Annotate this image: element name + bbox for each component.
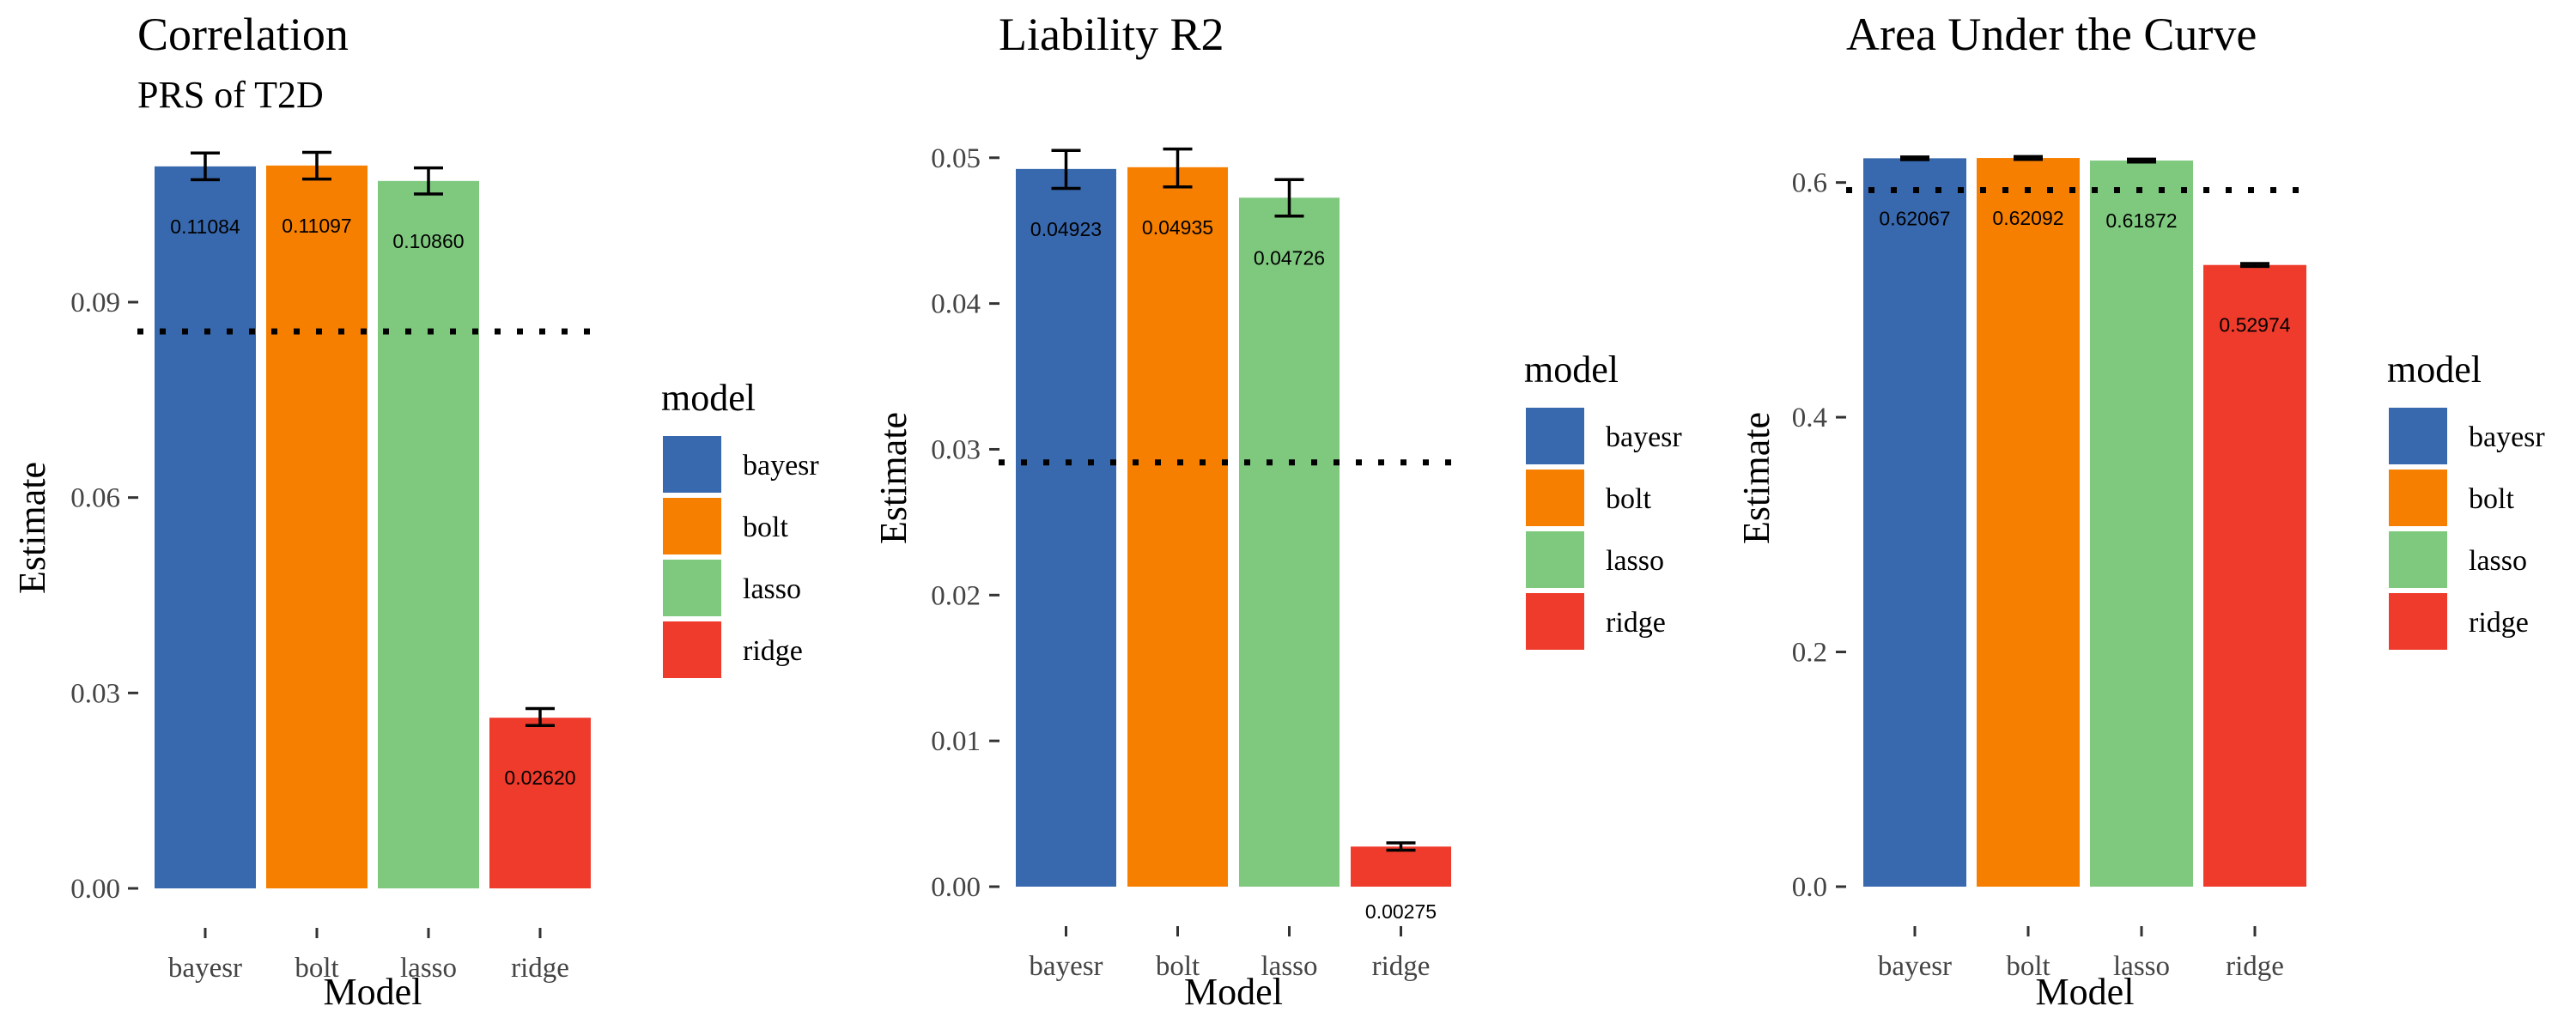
- y-axis-title: Estimate: [11, 462, 53, 594]
- x-tick-label-lasso: lasso: [1261, 951, 1318, 982]
- data-label-ridge: 0.02620: [504, 766, 575, 789]
- legend-label-ridge: ridge: [2469, 607, 2529, 639]
- legend-key-ridge: [1526, 593, 1584, 650]
- legend: model bayesr bolt lasso ridge: [661, 377, 819, 678]
- legend-label-bayesr: bayesr: [2469, 421, 2545, 453]
- legend: model bayesr bolt lasso ridge: [2387, 348, 2545, 650]
- legend-label-bolt: bolt: [2469, 483, 2514, 515]
- data-label-bayesr: 0.62067: [1879, 207, 1950, 229]
- data-label-bolt: 0.62092: [1992, 207, 2063, 229]
- data-label-bolt: 0.04935: [1142, 216, 1213, 239]
- data-label-ridge: 0.00275: [1365, 900, 1437, 923]
- x-tick-label-bayesr: bayesr: [1878, 951, 1952, 982]
- legend-key-lasso: [663, 560, 721, 616]
- data-label-bayesr: 0.11084: [170, 215, 240, 238]
- x-tick-label-bolt: bolt: [2006, 951, 2050, 982]
- y-tick-label: 0.2: [1792, 638, 1827, 669]
- x-tick-label-ridge: ridge: [2226, 951, 2284, 982]
- chart-panel-2: Liability R2 0.00 0.01 0.02 0.03 0.04 0.05 0.04…: [872, 9, 1682, 1013]
- legend-key-bayesr: [663, 436, 721, 493]
- legend-key-lasso: [1526, 531, 1584, 588]
- legend-key-lasso: [2389, 531, 2447, 588]
- y-tick-label: 0.01: [931, 726, 981, 757]
- data-label-lasso: 0.61872: [2105, 209, 2177, 232]
- data-label-bolt: 0.11097: [282, 215, 351, 237]
- chart-panel-3: Area Under the Curve 0.0 0.2 0.4 0.6 0.62067 b…: [1735, 9, 2545, 1013]
- legend-title: model: [1524, 348, 1619, 391]
- bar-bolt: [1977, 158, 2080, 887]
- bar-lasso: [378, 180, 479, 888]
- legend-key-ridge: [2389, 593, 2447, 650]
- x-tick-label-lasso: lasso: [400, 953, 457, 984]
- legend-label-bolt: bolt: [743, 512, 788, 543]
- bar-bayesr: [1863, 158, 1966, 888]
- y-tick-label: 0.0: [1792, 872, 1827, 903]
- x-axis-title: Model: [324, 971, 422, 1013]
- legend-label-ridge: ridge: [743, 635, 803, 667]
- chart-title: Correlation: [137, 9, 349, 60]
- legend-key-ridge: [663, 621, 721, 678]
- y-tick-label: 0.09: [70, 288, 120, 318]
- legend-label-lasso: lasso: [743, 573, 801, 605]
- bar-ridge: [2203, 264, 2306, 887]
- y-tick-label: 0.4: [1792, 403, 1827, 433]
- y-tick-label: 0.06: [70, 483, 120, 514]
- x-tick-label-ridge: ridge: [511, 953, 569, 984]
- chart-title: Liability R2: [999, 9, 1224, 60]
- y-tick-label: 0.00: [931, 872, 981, 903]
- x-tick-label-bolt: bolt: [1156, 951, 1200, 982]
- bar-bolt: [266, 165, 368, 888]
- x-axis-title: Model: [1184, 971, 1283, 1013]
- legend-key-bolt: [663, 498, 721, 554]
- y-tick-label: 0.03: [931, 434, 981, 465]
- x-tick-label-lasso: lasso: [2113, 951, 2170, 982]
- chart-panel-1: Correlation PRS of T2D 0.00 0.03 0.06 0.09 0.1…: [11, 9, 819, 1013]
- bar-bayesr: [1016, 168, 1116, 888]
- legend: model bayesr bolt lasso ridge: [1524, 348, 1682, 650]
- data-label-bayesr: 0.04923: [1030, 218, 1102, 240]
- y-tick-label: 0.02: [931, 580, 981, 611]
- bar-lasso: [1239, 197, 1340, 888]
- y-tick-label: 0.03: [70, 678, 120, 709]
- y-tick-label: 0.04: [931, 289, 981, 320]
- x-tick-label-bayesr: bayesr: [1029, 951, 1103, 982]
- legend-key-bolt: [1526, 470, 1584, 526]
- legend-label-lasso: lasso: [1606, 545, 1664, 577]
- legend-key-bayesr: [1526, 408, 1584, 464]
- data-label-lasso: 0.10860: [392, 230, 464, 252]
- y-axis-title: Estimate: [1735, 412, 1777, 544]
- x-tick-label-ridge: ridge: [1372, 951, 1431, 982]
- bar-ridge: [489, 718, 591, 888]
- legend-label-lasso: lasso: [2469, 545, 2527, 577]
- y-tick-label: 0.05: [931, 143, 981, 174]
- bar-bayesr: [155, 166, 256, 888]
- data-label-ridge: 0.52974: [2219, 314, 2290, 336]
- legend-label-bayesr: bayesr: [1606, 421, 1682, 453]
- legend-label-bayesr: bayesr: [743, 450, 819, 482]
- legend-title: model: [661, 377, 756, 419]
- y-axis-title: Estimate: [872, 412, 914, 544]
- y-tick-label: 0.6: [1792, 168, 1827, 199]
- x-tick-label-bolt: bolt: [295, 953, 338, 984]
- legend-label-ridge: ridge: [1606, 607, 1666, 639]
- bar-ridge: [1351, 846, 1451, 887]
- x-tick-label-bayesr: bayesr: [168, 953, 242, 984]
- legend-label-bolt: bolt: [1606, 483, 1651, 515]
- bar-lasso: [2090, 161, 2193, 887]
- legend-key-bolt: [2389, 470, 2447, 526]
- x-axis-title: Model: [2036, 971, 2135, 1013]
- chart-title: Area Under the Curve: [1846, 9, 2257, 60]
- data-label-lasso: 0.04726: [1254, 246, 1325, 269]
- chart-subtitle: PRS of T2D: [137, 74, 324, 116]
- legend-title: model: [2387, 348, 2482, 391]
- bar-bolt: [1127, 167, 1228, 887]
- y-tick-label: 0.00: [70, 874, 120, 905]
- legend-key-bayesr: [2389, 408, 2447, 464]
